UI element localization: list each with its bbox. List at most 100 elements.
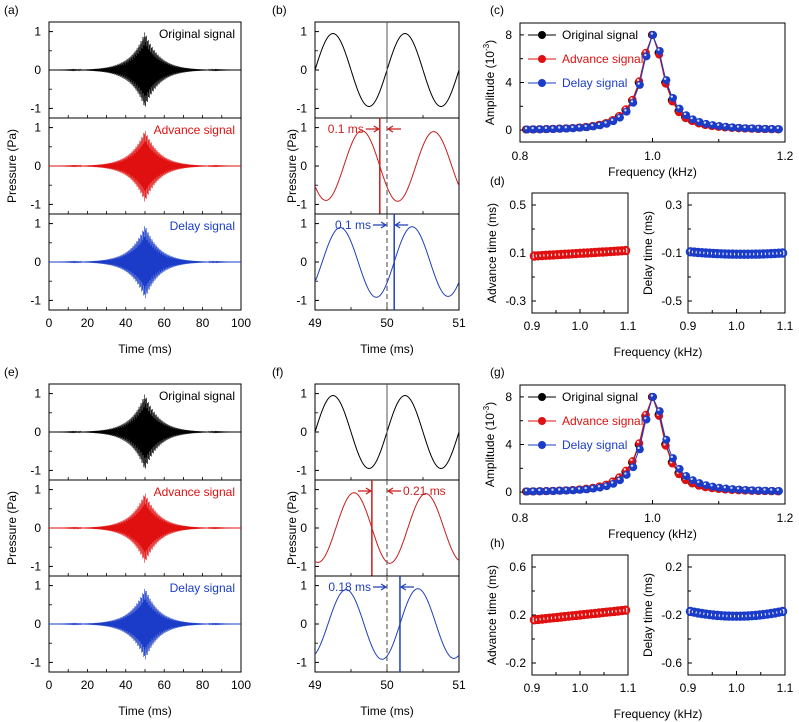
data-point [668,454,677,463]
data-point-highlight [624,109,627,112]
y-tick-label: -0.5 [661,294,682,308]
data-point [675,464,684,473]
series-delay-signal: Delay signal [523,392,783,496]
data-point [635,445,644,454]
y-ytick-label: -1 [296,293,307,307]
x-axis-label: Time (ms) [360,342,414,356]
x-tick-label: 40 [119,316,133,330]
data-point-highlight [663,443,666,446]
subplot-advance-signal: -1 0 1 Advance signal [30,117,242,215]
data-point-highlight [670,455,673,459]
legend-marker [538,31,546,39]
data-point-highlight [610,118,614,122]
data-point [635,80,644,89]
data-point [774,607,784,617]
data-point-highlight [776,126,779,130]
data-point-highlight [703,482,707,486]
arrow-left-icon [386,125,401,133]
plot-frame [519,22,786,143]
panel-label: (f) [272,365,283,379]
data-point-highlight [571,487,574,491]
y-axis-label: Pressure (Pa) [285,129,299,203]
data-point-highlight [756,488,760,491]
data-point-highlight [776,488,779,491]
y-ytick-label: -1 [296,655,307,669]
y-axis-label: Amplitude (10-3) [482,402,497,487]
data-point [622,107,631,116]
data-point-highlight [723,486,726,489]
series-delay-signal: Delay signal [523,30,783,134]
y-ytick-label: 1 [34,579,41,593]
data-point-highlight [710,484,713,487]
panel-c: (c) 0 4 8 0.8 1.0 1.2 Frequency (kHz) Amplitude … [482,3,794,179]
data-point-highlight [571,125,574,129]
y-ytick-label: 1 [300,217,307,231]
data-point-highlight [636,78,640,82]
data-point-highlight [624,472,627,475]
data-point [622,470,631,479]
data-point-highlight [650,32,654,35]
data-point-highlight [730,124,733,128]
subplot-advance-signal: -1 0 1 0.21 ms [296,479,460,577]
paren: ) [483,402,497,406]
series-label: Delay signal [170,581,235,595]
arrow-right-icon [365,125,380,133]
x-tick-label: 50 [380,316,394,330]
y-ytick-label: -1 [30,655,41,669]
signal-trace [49,394,241,469]
panel-e: (e) -1 0 1 Original signal -1 0 1 Advance signal… [4,365,251,718]
data-point [662,76,671,85]
data-point-highlight [564,488,567,491]
x-tick-label: 0 [46,678,53,692]
x-tick-label: 1.1 [777,681,794,695]
y-tick-label: -0.2 [505,656,526,670]
arrow-right-icon [373,583,388,591]
data-point [629,463,638,472]
subplot-delay-signal: -1 0 1 Delay signal [30,213,242,311]
x-axis-label: Frequency (kHz) [608,165,697,179]
y-ytick-label: 0 [300,255,307,269]
data-point-highlight [610,481,614,484]
data-point-highlight [690,477,693,481]
x-tick-label: 49 [308,316,322,330]
legend-label: Delay signal [562,438,627,452]
panel-g: (g) 0 4 8 0.8 1.0 1.2 Frequency (kHz) Amplitude … [482,365,794,541]
data-point [702,481,711,490]
arrow-left-icon [394,221,409,229]
x-tick-label: 20 [81,678,95,692]
x-tick-label: 20 [81,316,95,330]
data-point-highlight [524,489,528,492]
y-axis-label: Advance time (ms) [485,565,499,665]
data-point [617,246,627,256]
data-point-highlight [690,116,693,120]
panel-label: (c) [490,3,504,17]
y-tick-label: -0.3 [505,294,526,308]
data-point-highlight [663,437,667,440]
subplot-delay-signal: -1 0 1 0.1 ms [296,213,460,311]
data-point-highlight [577,125,581,128]
x-tick-label: 1.2 [777,511,794,525]
data-point-highlight [538,488,541,492]
y-tick-label: 4 [505,438,512,452]
data-point-highlight [551,126,554,129]
legend-marker [538,417,546,425]
data-point [617,605,627,616]
subplot-advance-time: -0.3 0.1 0.5 0.9 1.0 1.1 Advance time (ms) [485,192,637,333]
data-point-highlight [683,112,687,116]
data-point-highlight [597,485,601,488]
data-point-highlight [604,483,607,487]
y-ytick-label: 1 [300,121,307,135]
y-ytick-label: 1 [34,217,41,231]
subplot-advance-signal: -1 0 1 0.1 ms [296,117,460,215]
x-axis-label: Time (ms) [118,342,172,356]
y-ytick-label: 0 [300,63,307,77]
data-point-highlight [524,127,528,130]
y-ytick-label: 0 [34,521,41,535]
data-point-highlight [703,121,707,124]
data-point-highlight [697,480,700,484]
data-point [675,104,684,113]
series-label: Advance signal [154,123,235,137]
data-point-highlight [657,48,660,51]
data-point-highlight [736,487,740,490]
y-ytick-label: -1 [30,559,41,573]
